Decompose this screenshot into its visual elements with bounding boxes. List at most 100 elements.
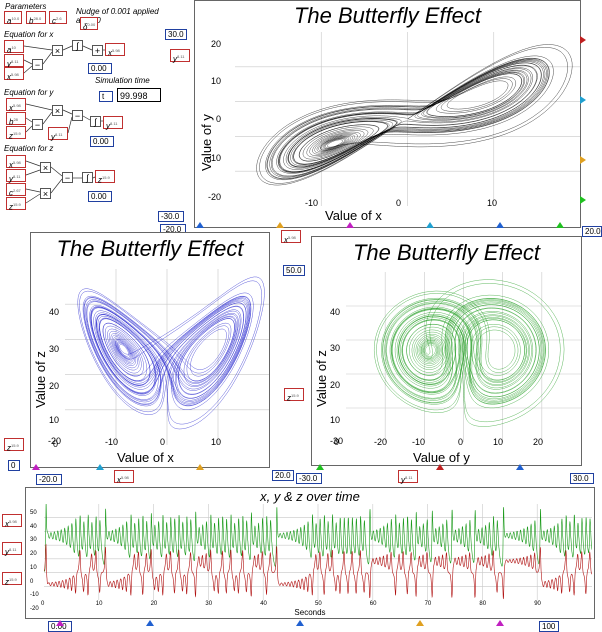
mult-op-z1[interactable]: × <box>40 162 51 173</box>
yz-ytick-10: 10 <box>330 415 341 425</box>
time-z-var[interactable]: z15.9 <box>2 572 22 587</box>
eq-y-y[interactable]: y8.11 <box>48 127 68 142</box>
yz-z-var[interactable]: z15.9 <box>284 388 304 403</box>
y-output[interactable]: y8.11 <box>103 116 123 131</box>
eq-y-label: Equation for y <box>4 88 54 97</box>
z-output[interactable]: z15.9 <box>95 170 115 185</box>
eq-z-y[interactable]: y8.11 <box>6 169 26 184</box>
eq-z-z-label: z <box>9 202 13 212</box>
xz-x-var[interactable]: x5.98 <box>114 470 134 485</box>
yz-xtick-m10: -10 <box>412 437 426 447</box>
xz-plot-area <box>65 269 269 445</box>
nudge-delta[interactable]: δ0.00 <box>80 17 98 32</box>
eq-y-z-label: z <box>9 131 13 141</box>
time-ytick: 30 <box>30 537 37 544</box>
xz-zmin-box[interactable]: 0 <box>8 460 20 471</box>
param-a[interactable]: a10.0 <box>4 11 22 26</box>
xz-xmin-box[interactable]: -20.0 <box>36 474 62 485</box>
xy-ymax-box[interactable]: 30.0 <box>165 29 187 40</box>
xz-z-var[interactable]: z15.9 <box>4 438 24 453</box>
x-initial-value[interactable]: 0.00 <box>88 63 112 74</box>
plus-op-x[interactable]: + <box>92 45 103 56</box>
eq-z-x-label: x <box>9 160 13 170</box>
integrator-y[interactable]: ∫ <box>90 116 101 127</box>
time-plot-panel[interactable]: x, y & z over time Seconds 50 40 30 20 10 0 -1… <box>25 487 595 619</box>
xy-y-var[interactable]: y8.11 <box>170 49 190 64</box>
eq-x-x[interactable]: x5.98 <box>4 67 24 82</box>
eq-x-y[interactable]: y8.11 <box>4 54 24 69</box>
yz-xtick-0: 0 <box>458 437 464 447</box>
time-y-var-label: y <box>5 547 9 557</box>
attractor-trace <box>256 44 573 186</box>
yz-plot-panel[interactable]: The Butterfly Effect Value of z Value of… <box>311 236 582 466</box>
eq-z-y-label: y <box>9 174 13 184</box>
param-b[interactable]: b28.0 <box>26 11 46 26</box>
xz-plot-title: The Butterfly Effect <box>56 236 244 261</box>
xy-ytick-m20: -20 <box>208 192 222 202</box>
time-x-var[interactable]: x5.98 <box>2 514 22 529</box>
xz-xlabel: Value of x <box>117 450 174 465</box>
mult-op-y[interactable]: × <box>52 105 63 116</box>
yz-ymax-box[interactable]: 30.0 <box>570 473 594 484</box>
eq-y-x[interactable]: x5.98 <box>6 98 26 113</box>
xy-ytick-m10: -10 <box>208 153 222 163</box>
time-y-var[interactable]: y8.11 <box>2 542 22 557</box>
xy-ymin-box[interactable]: -30.0 <box>158 211 184 222</box>
x-output[interactable]: x5.98 <box>105 43 125 58</box>
yz-xtick-20: 20 <box>533 437 544 447</box>
yz-xtick-10: 10 <box>493 437 504 447</box>
time-x-var-label: x <box>5 519 9 529</box>
model-wires <box>23 45 105 204</box>
xz-xmax-box[interactable]: 20.0 <box>272 470 294 481</box>
yz-y-var[interactable]: y8.11 <box>398 470 418 485</box>
xy-trace <box>256 44 573 186</box>
eq-y-b[interactable]: b28 <box>6 112 26 127</box>
yz-zmax-box[interactable]: 50.0 <box>283 265 305 276</box>
xy-x-var-label: x <box>284 235 288 245</box>
xy-ytick-10: 10 <box>211 76 222 86</box>
yz-ymin-box[interactable]: -30.0 <box>296 473 322 484</box>
sim-time-label: Simulation time <box>95 76 150 85</box>
mult-op-z2[interactable]: × <box>40 188 51 199</box>
minus-op-z[interactable]: − <box>62 172 73 183</box>
xz-xtick-10: 10 <box>211 437 222 447</box>
eq-y-x-label: x <box>9 103 13 113</box>
eq-x-x-label: x <box>7 72 11 82</box>
eq-x-a[interactable]: a10 <box>4 40 24 55</box>
y-initial-value[interactable]: 0.00 <box>90 136 114 147</box>
param-c-label: c <box>52 16 56 26</box>
sim-time-t[interactable]: t <box>99 91 113 102</box>
time-ytick: 20 <box>30 551 37 558</box>
eq-z-c-label: c <box>9 188 13 198</box>
xz-xtick-m10: -10 <box>105 437 119 447</box>
yz-y-var-label: y <box>401 475 405 485</box>
time-plot-area <box>44 504 592 600</box>
xz-xtick-m20-outer: -20 <box>48 436 62 446</box>
minus-op-y2[interactable]: − <box>72 110 83 121</box>
integrator-x[interactable]: ∫ <box>72 40 83 51</box>
eq-z-x[interactable]: x5.98 <box>6 155 26 170</box>
yz-z-var-label: z <box>287 393 291 403</box>
time-ytick: 10 <box>30 564 37 571</box>
minus-op-x[interactable]: − <box>32 59 43 70</box>
time-series-line <box>44 543 592 600</box>
eq-z-label: Equation for z <box>4 144 54 153</box>
yz-plot-area <box>346 272 581 442</box>
time-xtick: 30 <box>205 601 213 607</box>
xy-plot-panel[interactable]: The Butterfly Effect Value of y Value of… <box>194 0 581 228</box>
xy-xtick-0: 0 <box>396 198 402 208</box>
param-c[interactable]: c2.6 <box>49 11 67 26</box>
eq-x-a-label: a <box>7 45 12 55</box>
integrator-z[interactable]: ∫ <box>82 172 93 183</box>
eq-z-c[interactable]: c2.67 <box>6 183 26 198</box>
z-initial-value[interactable]: 0.00 <box>88 191 112 202</box>
xy-x-var[interactable]: x5.98 <box>281 230 301 245</box>
eq-z-z[interactable]: z15.9 <box>6 197 26 212</box>
xy-plot-area <box>235 32 580 206</box>
minus-op-y[interactable]: − <box>32 119 43 130</box>
mult-op-x[interactable]: × <box>52 45 63 56</box>
yz-plot-title: The Butterfly Effect <box>352 240 541 265</box>
time-trace <box>44 504 592 600</box>
eq-y-z[interactable]: z15.9 <box>6 126 26 141</box>
xz-plot-panel[interactable]: The Butterfly Effect Value of z Value of… <box>30 232 270 468</box>
